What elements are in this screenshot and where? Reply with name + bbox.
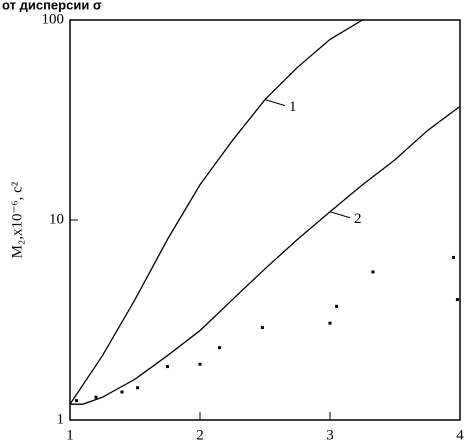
data-point [166,365,169,369]
x-tick-label: 4 [456,427,464,443]
x-tick-label: 3 [326,427,334,443]
data-point [335,304,338,308]
y-tick-label: 1 [57,411,65,427]
leader-line [329,211,351,219]
y-tick-label: 100 [42,11,65,27]
data-point [371,270,375,274]
y-axis-label: M₂,x10⁻⁶, c² [9,181,25,258]
leader-line [264,99,286,107]
curve-label: 2 [354,211,362,227]
data-point [136,386,140,390]
curve [69,19,363,405]
data-point [260,326,264,330]
data-point [218,346,221,350]
data-point [94,395,98,399]
x-tick-label: 2 [196,427,204,443]
data-point [328,321,332,325]
plot-frame [69,19,461,421]
data-point [198,362,202,366]
data-point [120,390,124,394]
curve-label: 1 [289,99,297,115]
x-tick-label: 1 [66,427,74,443]
data-point [455,298,459,302]
curve [70,105,461,405]
data-point [75,399,78,403]
chart-title: от дисперсии σ [2,0,102,12]
data-point [452,255,455,259]
y-tick-label: 10 [49,211,64,227]
